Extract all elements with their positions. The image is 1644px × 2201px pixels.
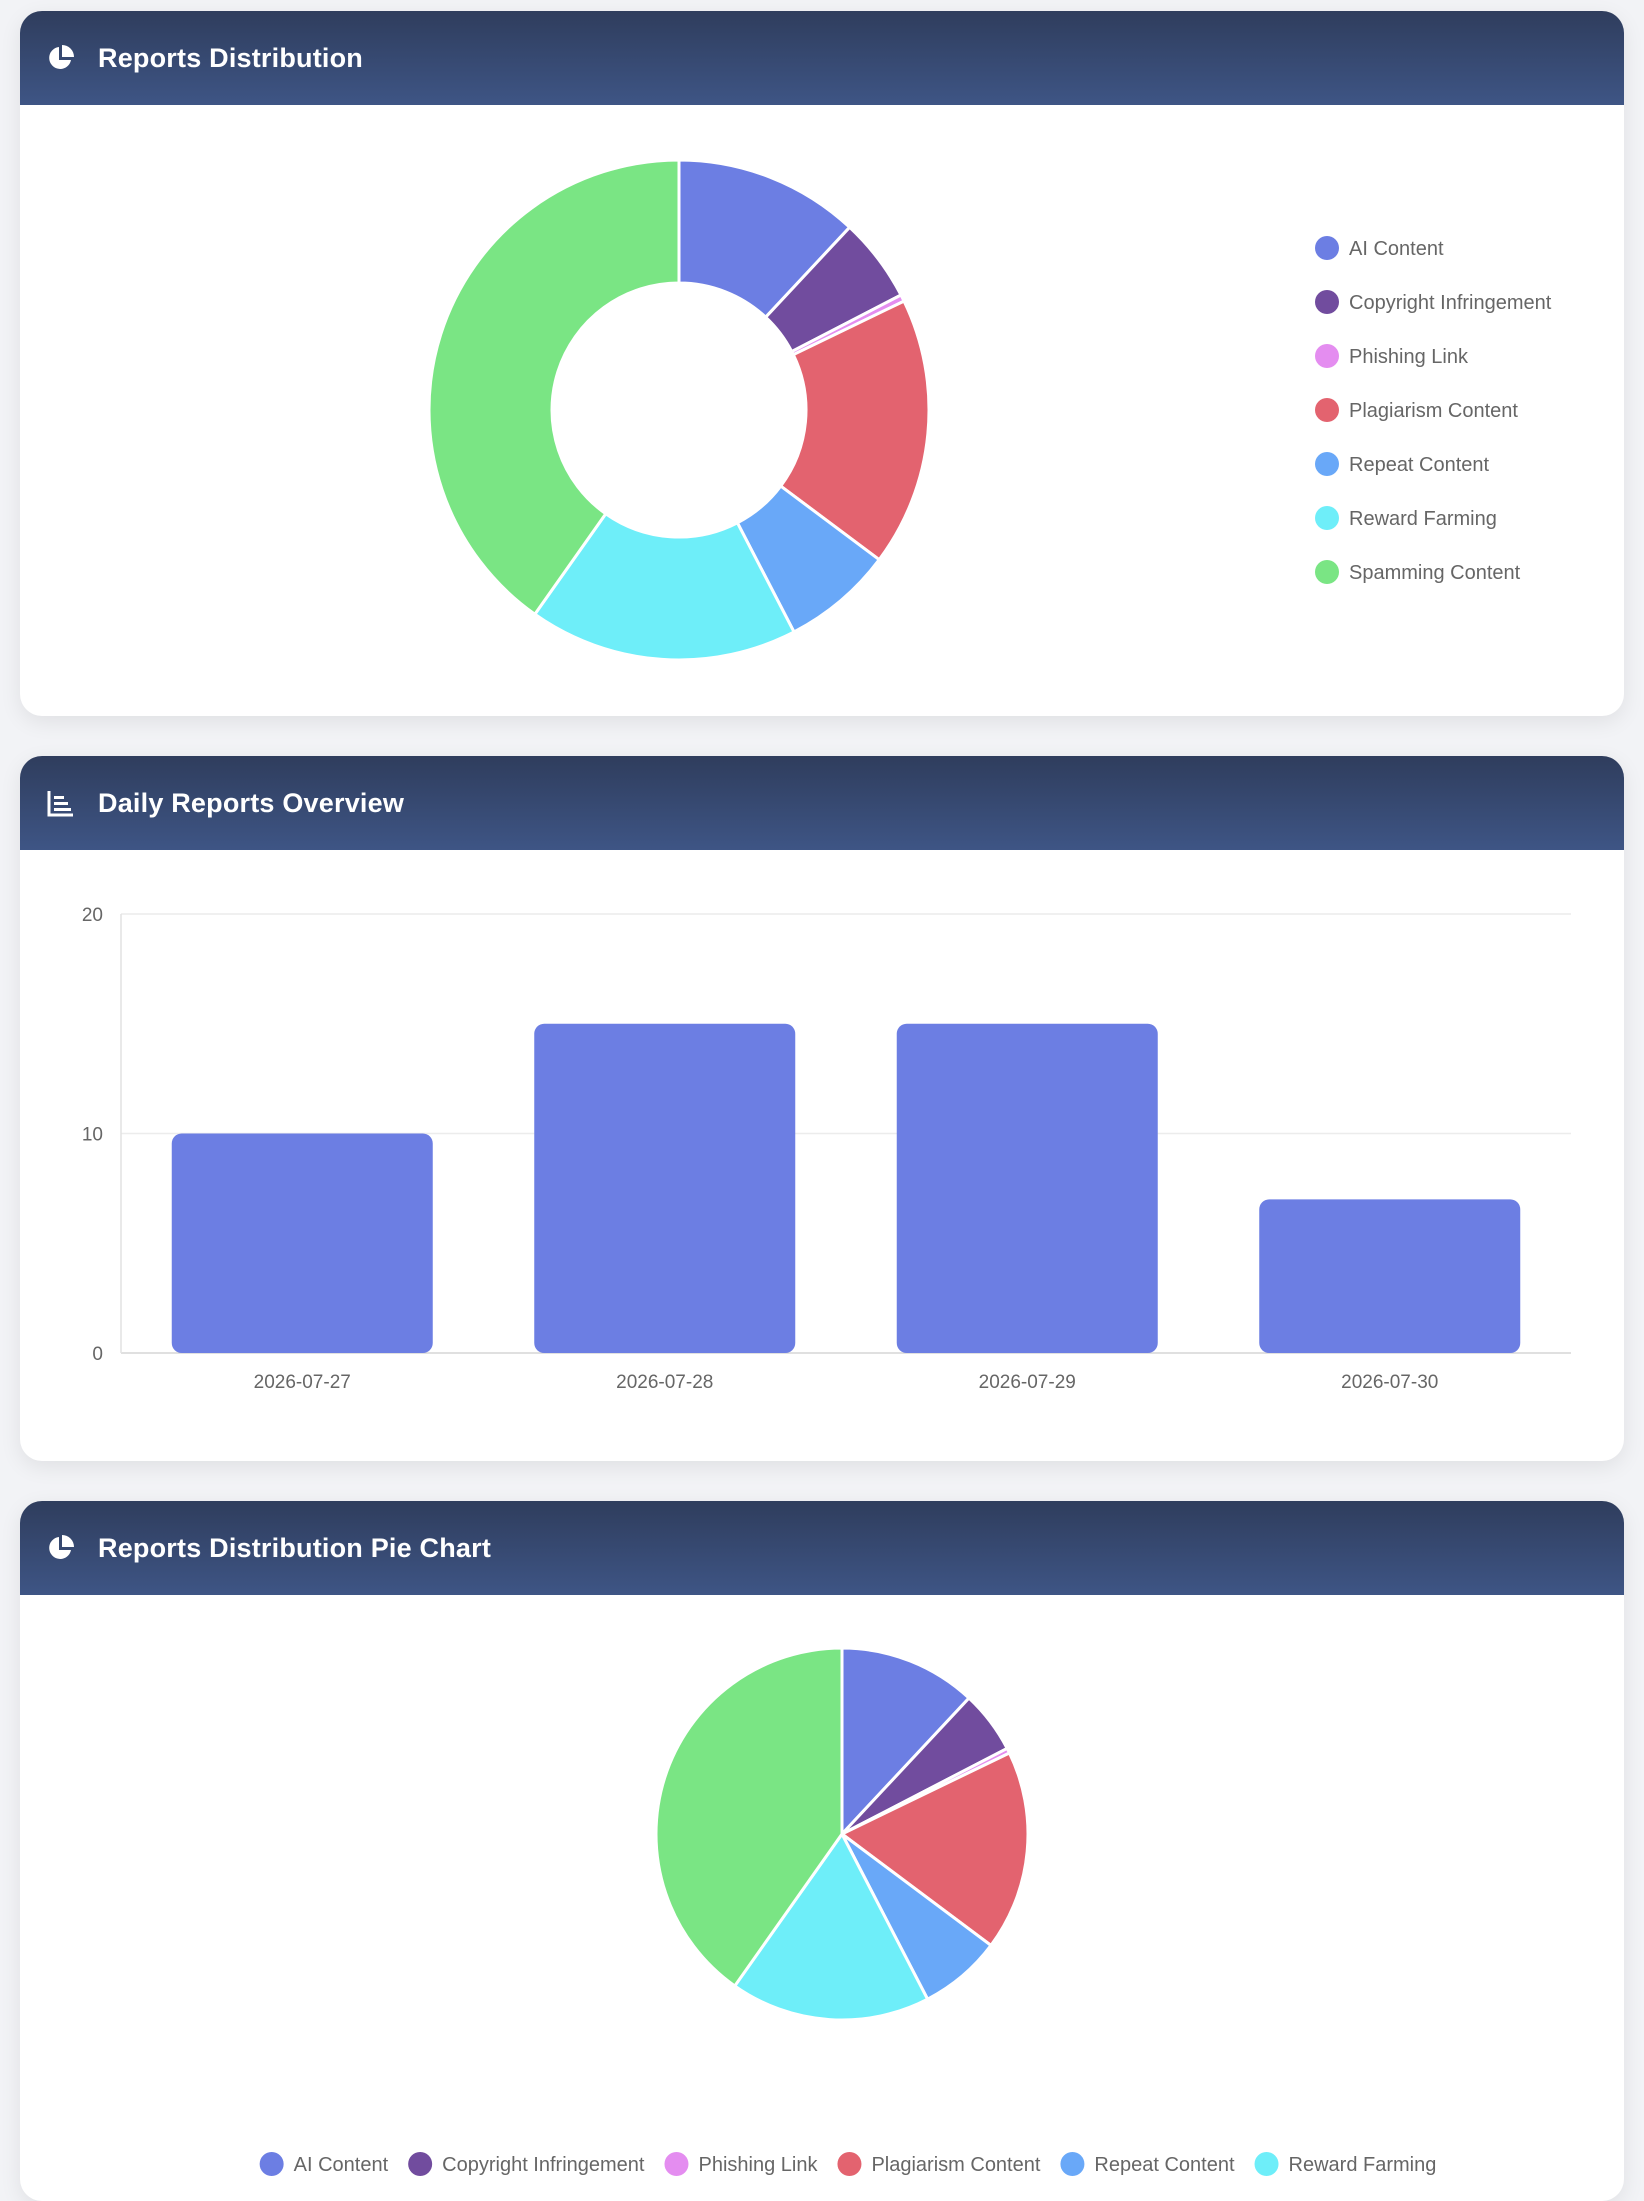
card-header: Daily Reports Overview (20, 756, 1624, 850)
legend-swatch (1315, 560, 1339, 584)
slice-plagiarism-content[interactable] (778, 299, 931, 562)
x-tick-label: 2026-07-30 (1341, 1372, 1438, 1393)
card-header: Reports Distribution (20, 11, 1624, 105)
legend-label: Plagiarism Content (871, 2154, 1040, 2176)
legend-item-repeat-content[interactable]: Repeat Content (1060, 2152, 1235, 2176)
legend-swatch (1315, 452, 1339, 476)
legend-swatch (1315, 398, 1339, 422)
legend-label: Copyright Infringement (1349, 292, 1552, 314)
legend-item-spamming-content[interactable]: Spamming Content (1315, 560, 1521, 584)
legend-item-copyright-infringement[interactable]: Copyright Infringement (408, 2152, 645, 2176)
legend-label: Reward Farming (1349, 508, 1497, 530)
bar-chart: 0 10 20 2026-07-27 2026-07-28 2026-07-29 2026-… (82, 905, 1571, 1393)
pie-chart-area: AI Content Copyright Infringement Phishing… (20, 1595, 1624, 2201)
legend-label: Phishing Link (1349, 346, 1469, 368)
legend-item-ai-content[interactable]: AI Content (1315, 236, 1444, 260)
slice-plagiarism-content[interactable] (839, 1750, 1030, 1948)
daily-reports-card: Daily Reports Overview 0 10 20 2026-07-27 20… (20, 756, 1624, 1461)
legend-swatch (664, 2152, 689, 2176)
bar-2026-07-28[interactable] (534, 1023, 796, 1353)
legend-label: Repeat Content (1094, 2154, 1235, 2176)
legend-swatch (837, 2152, 862, 2176)
slice-spamming-content[interactable] (427, 158, 681, 617)
reports-pie-card: Reports Distribution Pie Chart AI Conten… (20, 1501, 1624, 2201)
x-tick-label: 2026-07-27 (254, 1372, 351, 1393)
card-header: Reports Distribution Pie Chart (20, 1501, 1624, 1595)
card-title: Reports Distribution (98, 42, 363, 73)
pie-chart: AI Content Copyright Infringement Phishing… (259, 1646, 1437, 2176)
slice-reward-farming[interactable] (732, 1831, 930, 2022)
legend-label: Spamming Content (1349, 562, 1521, 584)
legend-item-plagiarism-content[interactable]: Plagiarism Content (1315, 398, 1518, 422)
legend-label: Repeat Content (1349, 454, 1490, 476)
legend-item-reward-farming[interactable]: Reward Farming (1315, 506, 1497, 530)
legend-label: Copyright Infringement (442, 2154, 645, 2176)
legend-item-reward-farming[interactable]: Reward Farming (1254, 2152, 1437, 2176)
legend-swatch (1254, 2152, 1279, 2176)
y-tick-label: 20 (82, 905, 103, 926)
legend-item-phishing-link[interactable]: Phishing Link (1315, 344, 1469, 368)
slice-spamming-content[interactable] (654, 1646, 844, 1989)
legend-item-phishing-link[interactable]: Phishing Link (664, 2152, 818, 2176)
slice-reward-farming[interactable] (532, 511, 797, 662)
reports-distribution-card: Reports Distribution AI Content Copyright… (20, 11, 1624, 716)
chart-pie-icon (46, 1533, 76, 1563)
donut-chart: AI Content Copyright Infringement Phishing… (427, 158, 1552, 662)
legend-swatch (1315, 344, 1339, 368)
y-tick-label: 10 (82, 1125, 103, 1146)
card-title: Daily Reports Overview (98, 787, 405, 818)
legend-swatch (259, 2152, 284, 2176)
donut-chart-area: AI Content Copyright Infringement Phishing… (20, 105, 1624, 716)
y-tick-label: 0 (92, 1344, 103, 1365)
legend-item-plagiarism-content[interactable]: Plagiarism Content (837, 2152, 1041, 2176)
x-tick-label: 2026-07-29 (979, 1372, 1076, 1393)
legend-item-repeat-content[interactable]: Repeat Content (1315, 452, 1490, 476)
legend-swatch (408, 2152, 433, 2176)
legend-label: Plagiarism Content (1349, 400, 1518, 422)
bar-2026-07-27[interactable] (171, 1133, 433, 1354)
card-title: Reports Distribution Pie Chart (98, 1532, 492, 1563)
chart-pie-icon (46, 43, 76, 73)
legend-swatch (1315, 506, 1339, 530)
legend-swatch (1315, 236, 1339, 260)
legend-swatch (1060, 2152, 1085, 2176)
slice-ai-content[interactable] (840, 1646, 972, 1838)
legend-item-copyright-infringement[interactable]: Copyright Infringement (1315, 290, 1552, 314)
legend-label: AI Content (1349, 238, 1444, 260)
legend-swatch (1315, 290, 1339, 314)
bar-2026-07-29[interactable] (896, 1023, 1158, 1353)
legend-label: Phishing Link (698, 2154, 818, 2176)
chart-bar-icon (46, 788, 76, 818)
legend-label: Reward Farming (1289, 2154, 1437, 2176)
legend-item-ai-content[interactable]: AI Content (259, 2152, 389, 2176)
x-tick-label: 2026-07-28 (616, 1372, 713, 1393)
bar-chart-area: 0 10 20 2026-07-27 2026-07-28 2026-07-29 2026-… (20, 850, 1624, 1461)
legend-label: AI Content (294, 2154, 389, 2176)
bar-2026-07-30[interactable] (1259, 1199, 1521, 1353)
